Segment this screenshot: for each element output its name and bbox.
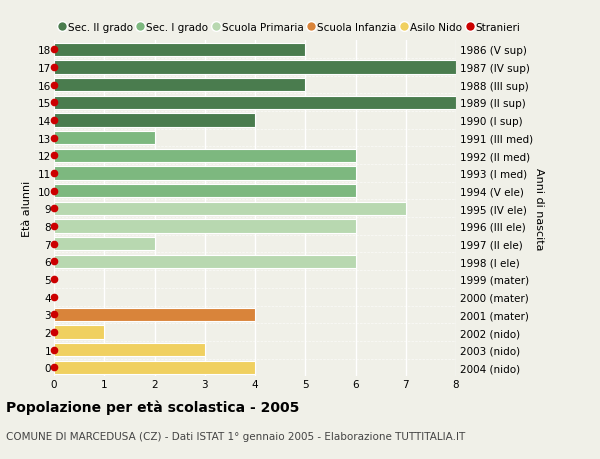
Bar bbox=[54, 343, 205, 357]
Bar bbox=[54, 200, 456, 218]
Bar bbox=[54, 114, 255, 127]
Bar bbox=[54, 324, 456, 341]
Bar bbox=[54, 255, 355, 269]
Bar bbox=[54, 308, 255, 321]
Bar bbox=[54, 182, 456, 200]
Bar bbox=[54, 129, 456, 147]
Legend: Sec. II grado, Sec. I grado, Scuola Primaria, Scuola Infanzia, Asilo Nido, Stran: Sec. II grado, Sec. I grado, Scuola Prim… bbox=[59, 23, 520, 33]
Bar bbox=[54, 165, 456, 182]
Bar bbox=[54, 167, 355, 180]
Bar bbox=[54, 44, 305, 57]
Bar bbox=[54, 288, 456, 306]
Bar bbox=[54, 94, 456, 112]
Bar bbox=[54, 61, 456, 74]
Bar bbox=[54, 253, 456, 270]
Bar bbox=[54, 202, 406, 215]
Bar bbox=[54, 59, 456, 77]
Bar bbox=[54, 306, 456, 324]
Y-axis label: Anni di nascita: Anni di nascita bbox=[535, 168, 544, 250]
Bar bbox=[54, 77, 456, 94]
Bar bbox=[54, 341, 456, 359]
Bar bbox=[54, 147, 456, 165]
Bar bbox=[54, 218, 456, 235]
Bar bbox=[54, 149, 355, 162]
Bar bbox=[54, 96, 456, 110]
Bar bbox=[54, 185, 355, 198]
Bar bbox=[54, 361, 255, 374]
Bar bbox=[54, 235, 456, 253]
Bar bbox=[54, 270, 456, 288]
Bar bbox=[54, 41, 456, 59]
Text: Popolazione per età scolastica - 2005: Popolazione per età scolastica - 2005 bbox=[6, 399, 299, 414]
Bar bbox=[54, 79, 305, 92]
Bar bbox=[54, 326, 104, 339]
Bar bbox=[54, 359, 456, 376]
Bar bbox=[54, 220, 355, 233]
Bar bbox=[54, 237, 155, 251]
Y-axis label: Età alunni: Età alunni bbox=[22, 181, 32, 237]
Bar bbox=[54, 112, 456, 129]
Text: COMUNE DI MARCEDUSA (CZ) - Dati ISTAT 1° gennaio 2005 - Elaborazione TUTTITALIA.: COMUNE DI MARCEDUSA (CZ) - Dati ISTAT 1°… bbox=[6, 431, 465, 442]
Bar bbox=[54, 132, 155, 145]
